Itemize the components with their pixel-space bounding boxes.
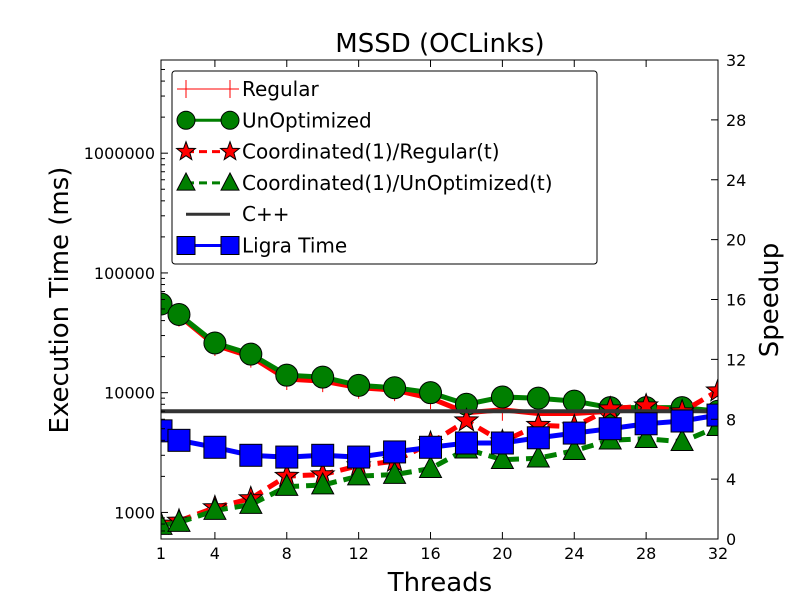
y-axis-label-left: Execution Time (ms) — [45, 167, 75, 434]
legend-marker — [219, 140, 241, 161]
legend-item-regular: Regular — [177, 77, 319, 101]
legend-label: Coordinated(1)/UnOptimized(t) — [242, 171, 553, 195]
data-point-coordinated-1-regular-t-18 — [453, 407, 480, 432]
data-point-coordinated-1-unoptimized-t-12 — [346, 462, 371, 486]
data-point-ligra-time-32 — [706, 403, 718, 427]
data-point-ligra-time-8 — [275, 445, 299, 469]
data-point-ligra-time-18 — [454, 431, 478, 455]
legend-marker — [176, 236, 196, 255]
y-right-tick-label: 12 — [726, 350, 746, 369]
series-line-coordinated-1-unoptimized-t — [161, 424, 718, 528]
x-tick-label: 12 — [348, 544, 368, 563]
data-point-unoptimized-20 — [490, 385, 514, 409]
y-right-tick-label: 16 — [726, 291, 746, 310]
data-point-coordinated-1-unoptimized-t-16 — [418, 455, 443, 478]
chart-title: MSSD (OCLinks) — [335, 29, 544, 59]
data-point-ligra-time-14 — [383, 440, 407, 464]
data-point-ligra-time-20 — [490, 431, 514, 455]
data-point-unoptimized-8 — [275, 363, 299, 387]
data-point-coordinated-1-unoptimized-t-2 — [167, 509, 191, 532]
legend-marker — [176, 171, 196, 191]
y-right-tick-label: 8 — [726, 410, 736, 429]
x-tick-label: 1 — [156, 544, 166, 563]
data-point-coordinated-1-unoptimized-t-30 — [670, 428, 694, 452]
legend-item-coordinated-1-unoptimized-t: Coordinated(1)/UnOptimized(t) — [176, 171, 553, 195]
data-point-coordinated-1-regular-t-26 — [597, 395, 624, 420]
data-point-unoptimized-14 — [383, 376, 407, 400]
y-right-tick-label: 32 — [726, 51, 746, 70]
data-point-ligra-time-28 — [634, 412, 658, 436]
data-point-ligra-time-2 — [167, 428, 191, 452]
y-right-tick-label: 4 — [726, 470, 736, 489]
y-axis-label-right: Speedup — [755, 243, 785, 358]
data-point-coordinated-1-regular-t-32 — [705, 377, 718, 402]
legend-marker — [221, 80, 239, 98]
legend-label: Ligra Time — [242, 234, 347, 258]
legend-marker — [220, 236, 240, 255]
legend-item-ligra-time: Ligra Time — [176, 234, 347, 258]
data-point-coordinated-1-unoptimized-t-6 — [239, 491, 263, 514]
data-point-ligra-time-24 — [562, 421, 586, 445]
y-right-tick-label: 24 — [726, 171, 746, 190]
legend-item-c: C++ — [186, 202, 289, 226]
legend-marker — [175, 140, 197, 161]
x-tick-label: 20 — [492, 544, 512, 563]
data-point-unoptimized-24 — [562, 389, 586, 413]
legend-label: UnOptimized — [242, 108, 372, 132]
y-left-tick-label: 10000 — [104, 384, 155, 403]
data-point-ligra-time-6 — [239, 443, 263, 467]
data-point-ligra-time-12 — [347, 445, 371, 469]
data-point-ligra-time-26 — [598, 417, 622, 441]
data-point-unoptimized-4 — [203, 331, 227, 355]
data-point-unoptimized-12 — [347, 373, 371, 397]
legend-label: Coordinated(1)/Regular(t) — [242, 140, 500, 164]
legend-marker — [177, 80, 195, 98]
data-point-coordinated-1-unoptimized-t-4 — [203, 497, 227, 520]
legend-label: Regular — [242, 77, 319, 101]
series-ligra-time — [161, 403, 718, 469]
legend-label: C++ — [242, 202, 289, 226]
y-left-tick-label: 1000 — [114, 503, 155, 522]
data-point-unoptimized-2 — [167, 302, 191, 326]
data-point-coordinated-1-unoptimized-t-10 — [310, 471, 335, 495]
data-point-ligra-time-22 — [526, 426, 550, 450]
legend-marker — [220, 171, 240, 191]
y-left-tick-label: 100000 — [94, 264, 155, 283]
x-tick-label: 28 — [636, 544, 656, 563]
data-point-unoptimized-22 — [526, 386, 550, 410]
y-right-tick-label: 28 — [726, 111, 746, 130]
data-point-coordinated-1-unoptimized-t-28 — [634, 425, 658, 449]
x-axis-label: Threads — [387, 568, 492, 598]
legend: Regular UnOptimized Coordinated(1)/Regular… — [171, 70, 598, 265]
data-point-unoptimized-6 — [239, 342, 263, 366]
data-point-ligra-time-16 — [419, 435, 443, 459]
axes: 1 4 8 12 16 20 24 28 32 1000 10000 100000 1000000 0 4 8… — [84, 51, 747, 563]
x-tick-label: 16 — [420, 544, 440, 563]
legend-box — [171, 70, 598, 265]
legend-marker — [220, 110, 240, 130]
y-right-tick-label: 0 — [726, 530, 736, 549]
x-tick-label: 4 — [210, 544, 220, 563]
plot-area — [161, 292, 718, 535]
data-point-ligra-time-30 — [670, 409, 694, 433]
data-point-unoptimized-16 — [419, 381, 443, 405]
legend-marker — [176, 110, 196, 130]
y-right-tick-label: 20 — [726, 231, 746, 250]
y-left-tick-label: 1000000 — [84, 144, 155, 163]
data-point-ligra-time-10 — [311, 443, 335, 467]
legend-item-unoptimized: UnOptimized — [176, 108, 372, 132]
data-point-coordinated-1-unoptimized-t-8 — [274, 473, 299, 496]
data-point-unoptimized-10 — [311, 365, 335, 389]
data-point-ligra-time-4 — [203, 435, 227, 459]
data-point-coordinated-1-unoptimized-t-20 — [490, 446, 515, 469]
x-tick-label: 32 — [708, 544, 728, 563]
data-point-coordinated-1-unoptimized-t-14 — [382, 461, 407, 484]
x-tick-label: 24 — [564, 544, 584, 563]
legend-item-coordinated-1-regular-t: Coordinated(1)/Regular(t) — [175, 140, 500, 164]
x-tick-label: 8 — [282, 544, 292, 563]
data-point-coordinated-1-unoptimized-t-22 — [526, 444, 551, 468]
data-point-coordinated-1-unoptimized-t-24 — [562, 437, 587, 460]
